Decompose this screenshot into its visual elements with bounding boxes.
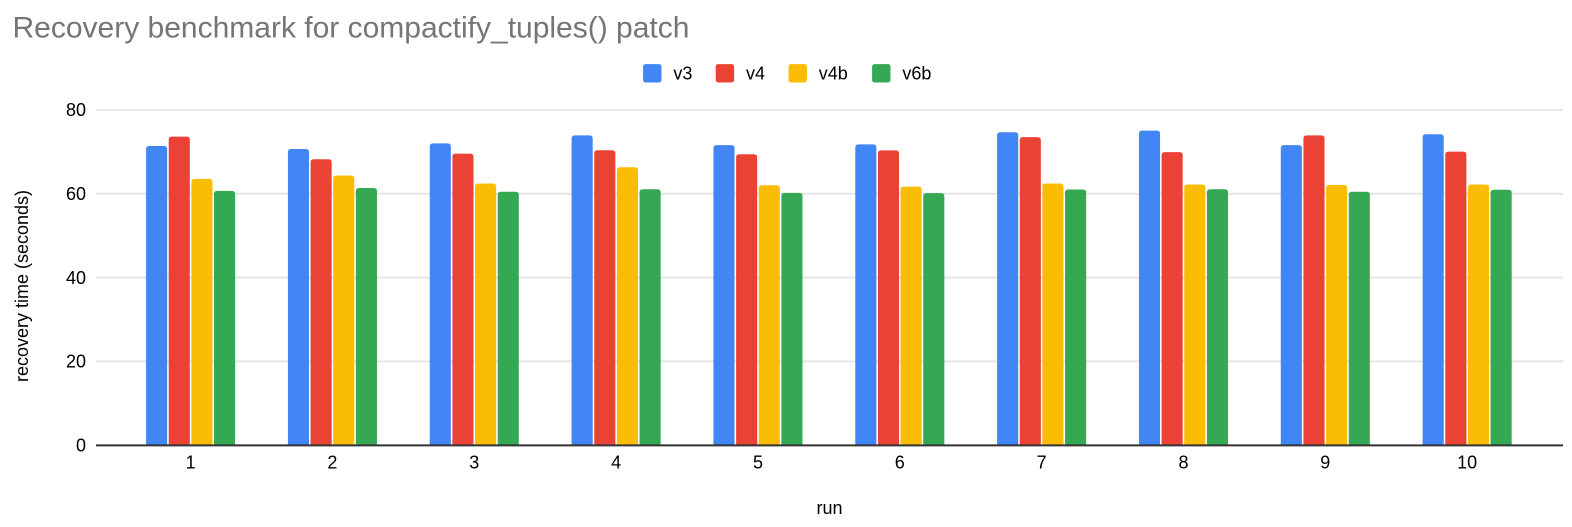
svg-text:Recovery benchmark for compact: Recovery benchmark for compactify_tuples…: [13, 12, 690, 45]
svg-text:10: 10: [1457, 453, 1477, 473]
svg-text:6: 6: [895, 453, 905, 473]
svg-text:40: 40: [66, 268, 86, 288]
svg-text:5: 5: [753, 453, 763, 473]
svg-text:run: run: [816, 498, 842, 518]
svg-text:v4: v4: [746, 64, 765, 84]
svg-text:80: 80: [66, 100, 86, 120]
svg-text:v6b: v6b: [902, 64, 931, 84]
svg-text:v4b: v4b: [819, 64, 848, 84]
svg-text:60: 60: [66, 184, 86, 204]
svg-text:1: 1: [186, 453, 196, 473]
svg-text:recovery time (seconds): recovery time (seconds): [12, 190, 32, 382]
svg-text:9: 9: [1320, 453, 1330, 473]
svg-text:4: 4: [611, 453, 621, 473]
svg-text:3: 3: [469, 453, 479, 473]
svg-text:20: 20: [66, 352, 86, 372]
svg-text:8: 8: [1178, 453, 1188, 473]
svg-text:7: 7: [1037, 453, 1047, 473]
svg-text:0: 0: [76, 435, 86, 455]
svg-text:2: 2: [327, 453, 337, 473]
svg-text:v3: v3: [673, 64, 692, 84]
